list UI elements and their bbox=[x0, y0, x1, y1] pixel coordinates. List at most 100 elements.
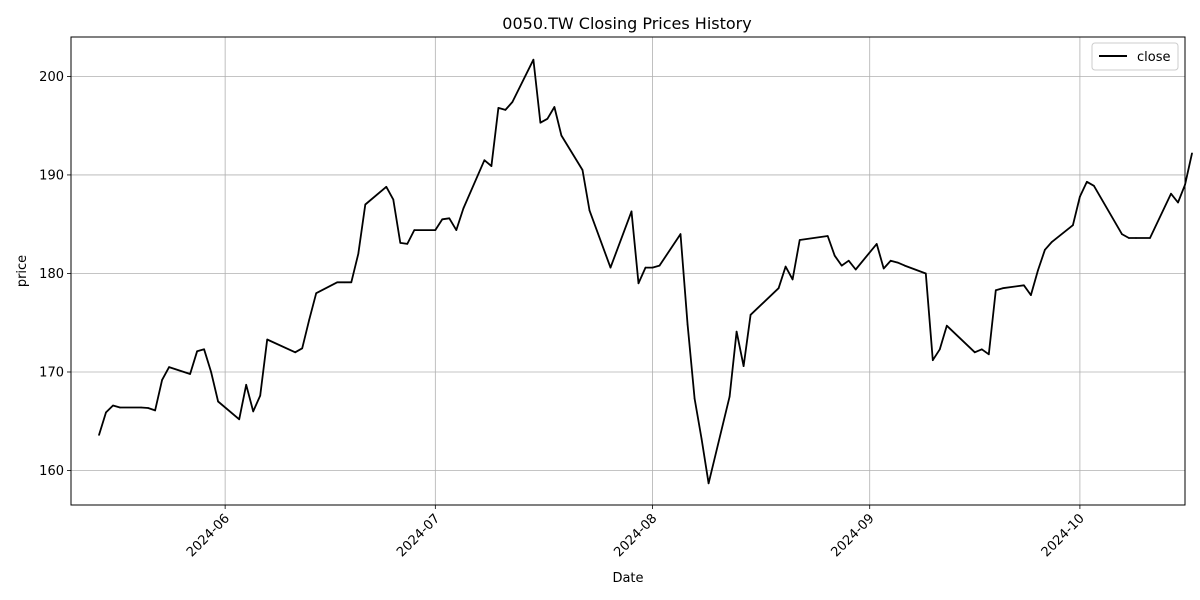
data-point bbox=[946, 324, 948, 327]
data-point bbox=[399, 242, 402, 244]
data-point bbox=[434, 229, 437, 231]
plot-area-frame bbox=[70, 36, 1186, 506]
data-point bbox=[1191, 152, 1193, 155]
data-point bbox=[238, 418, 240, 421]
data-point bbox=[455, 229, 458, 231]
data-point bbox=[903, 264, 906, 267]
data-point bbox=[364, 203, 367, 206]
data-point bbox=[1121, 233, 1123, 235]
data-point bbox=[483, 159, 486, 161]
data-point bbox=[1086, 181, 1088, 183]
data-point bbox=[742, 365, 745, 367]
data-point bbox=[252, 410, 254, 413]
data-point bbox=[1051, 241, 1053, 243]
legend-label: close bbox=[1137, 50, 1170, 65]
y-axis: 160 170 180 190 200 bbox=[39, 70, 71, 479]
data-point bbox=[315, 292, 318, 295]
data-point bbox=[259, 394, 262, 397]
data-point bbox=[1023, 284, 1025, 287]
data-point bbox=[588, 209, 591, 212]
data-point bbox=[553, 106, 556, 108]
data-point bbox=[462, 207, 465, 210]
data-point bbox=[840, 264, 843, 267]
data-point bbox=[1044, 249, 1046, 251]
data-point bbox=[385, 186, 388, 188]
data-point bbox=[854, 268, 857, 271]
data-point bbox=[995, 289, 997, 292]
data-point bbox=[693, 397, 696, 400]
data-point bbox=[532, 58, 535, 61]
data-point bbox=[448, 217, 451, 220]
data-point bbox=[1037, 269, 1039, 272]
legend-box bbox=[1091, 42, 1179, 71]
data-point bbox=[392, 198, 395, 201]
data-point bbox=[932, 359, 934, 362]
data-point bbox=[1128, 237, 1130, 239]
data-point bbox=[1170, 192, 1172, 195]
data-point bbox=[609, 266, 612, 269]
data-point bbox=[798, 239, 801, 241]
data-point bbox=[1093, 185, 1095, 187]
data-point bbox=[497, 107, 500, 109]
data-point bbox=[490, 165, 493, 167]
data-point bbox=[889, 259, 892, 262]
data-point bbox=[1072, 224, 1074, 226]
data-point bbox=[707, 482, 710, 485]
data-point bbox=[210, 371, 212, 373]
data-point bbox=[343, 281, 346, 284]
data-point bbox=[728, 395, 731, 398]
data-point bbox=[1002, 287, 1004, 290]
data-point bbox=[784, 265, 787, 268]
data-point bbox=[939, 348, 941, 351]
data-point bbox=[105, 411, 107, 414]
data-point bbox=[735, 330, 738, 333]
data-point bbox=[1177, 201, 1179, 204]
data-point bbox=[637, 282, 640, 285]
data-point bbox=[1030, 294, 1032, 296]
data-point bbox=[847, 259, 850, 262]
data-point bbox=[560, 134, 563, 137]
data-point bbox=[504, 109, 507, 111]
data-point bbox=[350, 281, 353, 284]
data-point bbox=[203, 348, 205, 351]
data-point bbox=[1149, 237, 1151, 239]
y-tick-label: 200 bbox=[39, 70, 64, 85]
data-point bbox=[511, 101, 514, 103]
y-tick-label: 170 bbox=[39, 365, 64, 380]
data-point bbox=[630, 210, 633, 213]
data-point bbox=[168, 366, 170, 368]
data-point bbox=[925, 272, 927, 275]
series-layer bbox=[98, 58, 1193, 485]
data-point bbox=[749, 314, 752, 316]
data-point bbox=[147, 407, 149, 409]
data-point bbox=[896, 261, 899, 264]
chart-title: 0050.TW Closing Prices History bbox=[502, 14, 751, 33]
data-point bbox=[988, 353, 990, 356]
data-point bbox=[686, 323, 689, 326]
data-point bbox=[357, 253, 360, 255]
data-point bbox=[791, 278, 794, 281]
y-tick-label: 160 bbox=[39, 464, 64, 479]
x-axis-label: Date bbox=[612, 571, 643, 586]
data-point bbox=[119, 406, 121, 409]
data-point bbox=[196, 350, 198, 353]
gridlines bbox=[71, 37, 1185, 505]
data-point bbox=[658, 264, 661, 267]
y-tick-label: 180 bbox=[39, 267, 64, 282]
data-point bbox=[266, 338, 269, 341]
data-point bbox=[875, 243, 878, 245]
data-point bbox=[651, 266, 654, 269]
data-point bbox=[217, 400, 219, 403]
data-point bbox=[1079, 195, 1081, 198]
data-point bbox=[308, 319, 311, 321]
data-point bbox=[441, 218, 444, 221]
data-point bbox=[294, 351, 297, 354]
data-point bbox=[161, 379, 163, 381]
data-point bbox=[700, 438, 703, 440]
y-axis-label: price bbox=[15, 255, 30, 287]
data-point bbox=[245, 384, 247, 386]
data-point bbox=[882, 267, 885, 270]
data-point bbox=[974, 351, 976, 354]
data-point bbox=[826, 235, 829, 237]
